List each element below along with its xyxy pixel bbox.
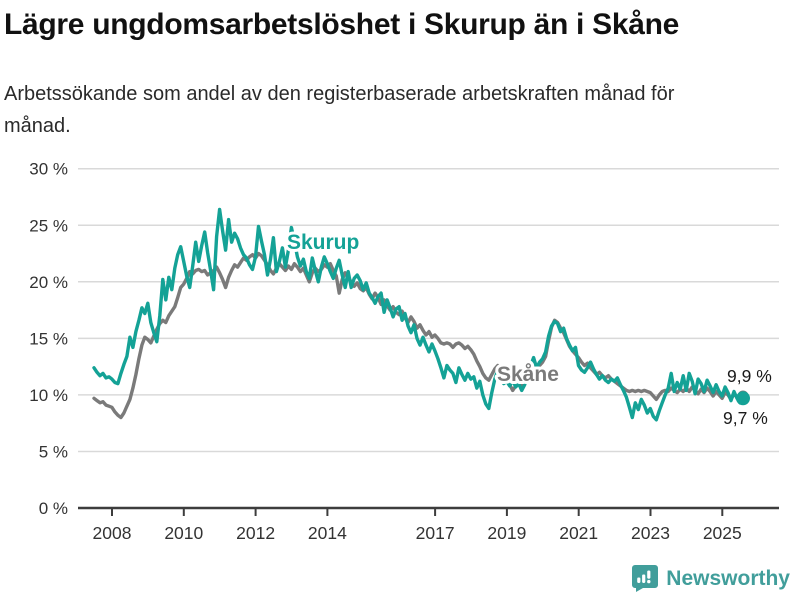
page-title: Lägre ungdomsarbetslöshet i Skurup än i … bbox=[4, 8, 679, 41]
y-axis-tick-label: 15 % bbox=[29, 329, 68, 348]
newsworthy-logo-icon bbox=[632, 565, 659, 592]
x-axis-tick-label: 2025 bbox=[703, 523, 742, 543]
x-axis-tick-label: 2021 bbox=[559, 523, 598, 543]
skurup-line bbox=[92, 207, 745, 422]
x-axis-tick-label: 2008 bbox=[93, 523, 132, 543]
x-axis-tick-label: 2012 bbox=[236, 523, 275, 543]
x-axis-tick-label: 2014 bbox=[308, 523, 347, 543]
brand-name: Newsworthy bbox=[666, 566, 790, 590]
skane-end-value-label: 9,9 % bbox=[727, 366, 772, 386]
brand-footer: Newsworthy bbox=[632, 565, 790, 592]
y-axis-tick-label: 20 % bbox=[29, 273, 68, 292]
skurup-series-label: Skurup bbox=[287, 231, 359, 254]
y-axis-tick-label: 0 % bbox=[39, 499, 68, 518]
y-axis-tick-label: 10 % bbox=[29, 386, 68, 405]
x-axis-tick-label: 2023 bbox=[631, 523, 670, 543]
y-axis-tick-label: 30 % bbox=[29, 160, 68, 179]
skane-series-label: Skåne bbox=[497, 363, 559, 386]
skurup-end-dot bbox=[736, 391, 750, 406]
chart-subtitle: Arbetssökande som andel av den registerb… bbox=[4, 83, 675, 137]
skane-line bbox=[92, 251, 745, 420]
x-axis-tick-label: 2019 bbox=[487, 523, 526, 543]
y-axis-tick-label: 25 % bbox=[29, 216, 68, 235]
x-axis-tick-label: 2017 bbox=[416, 523, 455, 543]
y-axis-tick-label: 5 % bbox=[39, 442, 68, 461]
x-axis-tick-label: 2010 bbox=[164, 523, 203, 543]
skurup-end-value-label: 9,7 % bbox=[723, 408, 768, 428]
